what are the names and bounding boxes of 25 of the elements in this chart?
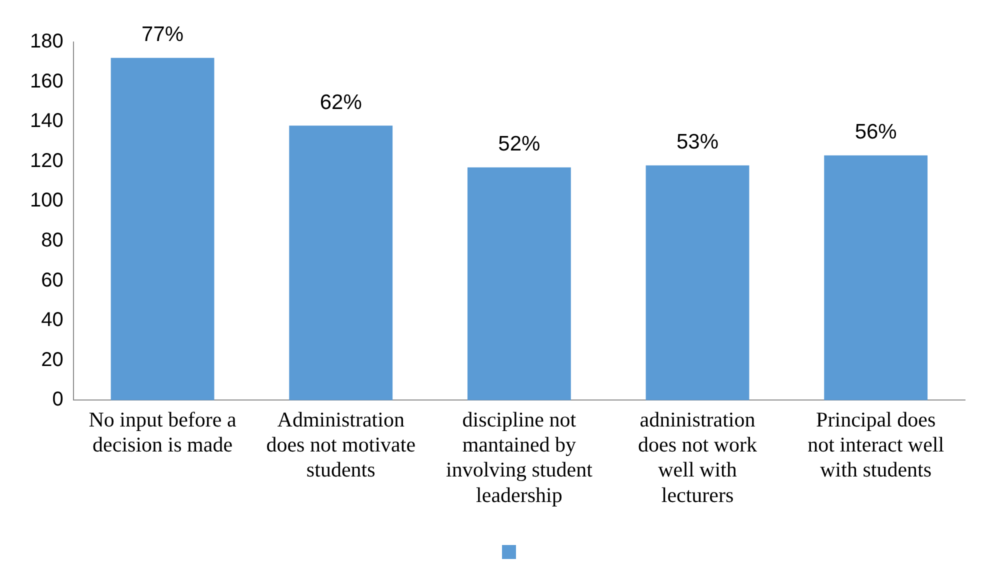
x-tick-label: Administration does not motivate students: [266, 407, 416, 482]
annotation: 53%: [676, 130, 719, 154]
y-tick-label: 60: [41, 269, 64, 292]
annotation: 62%: [320, 90, 362, 114]
bar: [467, 167, 571, 400]
x-tick-label: Principal does not interact well with students: [808, 407, 944, 482]
bar: [110, 58, 214, 400]
bar: [646, 165, 750, 400]
annotation: 56%: [854, 120, 897, 144]
y-tick-label: 160: [30, 70, 64, 92]
y-tick-label: 20: [41, 348, 64, 371]
y-tick-label: 180: [30, 30, 64, 53]
y-tick-label: 100: [30, 190, 64, 212]
bar: [824, 155, 928, 400]
x-tick-label: adninistration does not work well with lecturers: [638, 407, 758, 507]
x-tick-label: discipline not mantained by involving student leadership: [446, 407, 593, 507]
y-tick-label: 80: [41, 230, 64, 252]
x-tick-label: No input before a decision is made: [88, 407, 237, 457]
y-tick-label: 0: [52, 388, 64, 411]
y-tick-label: 120: [30, 150, 64, 172]
annotation: 52%: [498, 132, 540, 156]
annotation: 77%: [142, 23, 184, 46]
y-tick-label: 140: [30, 110, 64, 132]
bar: [289, 126, 393, 400]
y-tick-label: 40: [41, 309, 64, 332]
